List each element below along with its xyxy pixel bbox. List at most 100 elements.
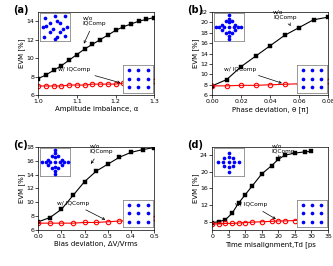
Point bbox=[300, 76, 305, 81]
Point bbox=[59, 157, 64, 162]
Text: w/ IQComp: w/ IQComp bbox=[235, 202, 275, 219]
Point bbox=[62, 160, 67, 164]
Point bbox=[232, 160, 237, 164]
Point bbox=[300, 220, 305, 224]
Point bbox=[319, 68, 324, 72]
Point bbox=[52, 155, 58, 159]
Point bbox=[136, 220, 141, 224]
Point bbox=[319, 85, 324, 89]
Point bbox=[300, 203, 305, 207]
Point bbox=[226, 155, 231, 159]
Point bbox=[52, 36, 58, 41]
Point bbox=[52, 160, 58, 164]
Point bbox=[319, 203, 324, 207]
Y-axis label: EVM [%]: EVM [%] bbox=[192, 174, 198, 203]
X-axis label: Time misalignment,Td [ps: Time misalignment,Td [ps bbox=[225, 241, 315, 248]
Point bbox=[221, 164, 227, 169]
Point bbox=[219, 28, 225, 32]
Point bbox=[226, 160, 231, 164]
Text: w/ IQComp: w/ IQComp bbox=[224, 67, 281, 83]
Point bbox=[126, 85, 132, 89]
Point bbox=[145, 68, 150, 72]
X-axis label: Bias deviation, ΔV/Vrms: Bias deviation, ΔV/Vrms bbox=[54, 241, 138, 247]
Point bbox=[226, 20, 231, 24]
Point bbox=[51, 26, 56, 31]
Point bbox=[57, 160, 63, 164]
X-axis label: Phase deviation, θ [π]: Phase deviation, θ [π] bbox=[232, 106, 308, 113]
Point bbox=[55, 154, 60, 158]
Point bbox=[145, 220, 150, 224]
Point bbox=[223, 19, 229, 23]
Point bbox=[309, 85, 315, 89]
Point bbox=[221, 156, 227, 160]
Text: w/o
IQComp: w/o IQComp bbox=[83, 15, 106, 43]
Point bbox=[42, 15, 48, 20]
Point bbox=[309, 76, 315, 81]
Point bbox=[319, 76, 324, 81]
Point bbox=[55, 166, 60, 170]
Point bbox=[47, 160, 53, 164]
Point bbox=[52, 172, 58, 176]
Point bbox=[239, 25, 244, 30]
Point bbox=[126, 76, 132, 81]
Text: (d): (d) bbox=[186, 140, 202, 150]
Point bbox=[145, 211, 150, 215]
Point bbox=[46, 157, 51, 162]
Point bbox=[52, 148, 58, 152]
Point bbox=[319, 211, 324, 215]
Point bbox=[43, 160, 48, 164]
Point bbox=[319, 220, 324, 224]
Point bbox=[145, 85, 150, 89]
Point bbox=[309, 211, 315, 215]
Y-axis label: EVM [%]: EVM [%] bbox=[18, 174, 25, 203]
Point bbox=[136, 85, 141, 89]
Point bbox=[136, 203, 141, 207]
Point bbox=[300, 68, 305, 72]
Point bbox=[219, 23, 225, 27]
Point bbox=[216, 160, 221, 164]
Point bbox=[54, 19, 60, 23]
Point bbox=[57, 30, 62, 34]
Point bbox=[60, 27, 65, 31]
Text: w/o
IQComp: w/o IQComp bbox=[89, 143, 113, 163]
Point bbox=[233, 28, 238, 32]
Point bbox=[231, 164, 236, 169]
Point bbox=[46, 163, 51, 167]
Point bbox=[41, 35, 46, 40]
Point bbox=[136, 211, 141, 215]
Point bbox=[136, 76, 141, 81]
Point bbox=[226, 30, 231, 34]
Point bbox=[309, 68, 315, 72]
Point bbox=[231, 156, 236, 160]
Text: (c): (c) bbox=[13, 140, 28, 150]
Point bbox=[126, 211, 132, 215]
Point bbox=[226, 25, 231, 30]
Point bbox=[126, 203, 132, 207]
Point bbox=[226, 165, 231, 169]
Point bbox=[229, 19, 234, 23]
Point bbox=[65, 25, 70, 30]
Point bbox=[233, 23, 238, 27]
Point bbox=[226, 37, 231, 41]
Text: (a): (a) bbox=[13, 5, 28, 15]
Point bbox=[229, 31, 234, 35]
Point bbox=[52, 151, 58, 156]
Point bbox=[50, 154, 55, 158]
Point bbox=[220, 160, 226, 164]
Point bbox=[54, 35, 59, 39]
Text: w/o
IQComp: w/o IQComp bbox=[273, 9, 297, 26]
Point bbox=[57, 21, 62, 25]
Point bbox=[231, 25, 236, 30]
Point bbox=[235, 25, 241, 30]
Point bbox=[126, 68, 132, 72]
Point bbox=[126, 220, 132, 224]
Point bbox=[221, 25, 226, 30]
Point bbox=[62, 34, 68, 38]
Point bbox=[52, 14, 58, 18]
Point bbox=[213, 25, 219, 30]
Point bbox=[48, 21, 53, 25]
Y-axis label: EVM [%]: EVM [%] bbox=[192, 39, 198, 68]
Point bbox=[226, 150, 231, 155]
Point bbox=[309, 220, 315, 224]
Text: w/ IQComp: w/ IQComp bbox=[58, 67, 120, 83]
